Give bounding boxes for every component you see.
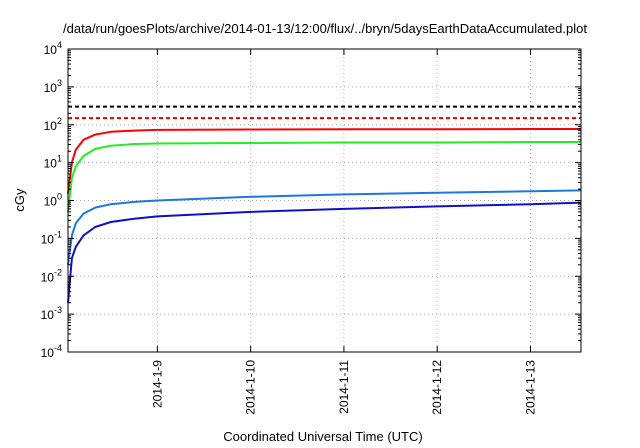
series-lines	[67, 128, 582, 303]
x-axis-ticks: 2014-1-9 2014-1-10 2014-1-11 2014-1-12 2014-…	[150, 49, 537, 415]
y-tick-exponent: -3	[54, 305, 62, 315]
y-tick-label: 10-3	[41, 305, 62, 322]
y-tick-label: 10-2	[41, 267, 62, 284]
x-tick-label: 2014-1-9	[150, 360, 164, 408]
y-tick-exponent: 0	[57, 192, 62, 202]
series-line	[67, 141, 581, 213]
y-tick-base: 10	[41, 232, 55, 246]
y-tick-base: 10	[44, 157, 58, 171]
y-tick-base: 10	[41, 270, 55, 284]
y-tick-exponent: 4	[57, 40, 62, 50]
y-tick-label: 103	[44, 78, 62, 95]
y-tick-base: 10	[44, 119, 58, 133]
y-tick-exponent: 1	[57, 154, 62, 164]
y-tick-label: 104	[44, 40, 62, 57]
y-tick-exponent: -2	[54, 267, 62, 277]
y-tick-label: 101	[44, 154, 62, 171]
y-tick-base: 10	[41, 346, 55, 360]
y-tick-label: 10-1	[41, 229, 62, 246]
series-line	[67, 201, 582, 303]
x-tick-label: 2014-1-11	[337, 360, 351, 414]
x-axis-label: Coordinated Universal Time (UTC)	[223, 429, 422, 444]
series-line	[67, 189, 582, 265]
y-tick-base: 10	[44, 43, 58, 57]
y-tick-exponent: 2	[57, 116, 62, 126]
x-tick-label: 2014-1-12	[430, 360, 444, 415]
threshold-lines	[68, 105, 581, 120]
grid	[68, 48, 581, 353]
y-tick-exponent: -1	[54, 229, 62, 239]
x-tick-label: 2014-1-10	[244, 360, 258, 415]
y-tick-exponent: 3	[57, 78, 62, 88]
chart-title: /data/run/goesPlots/archive/2014-01-13/1…	[63, 21, 587, 36]
y-tick-base: 10	[44, 195, 58, 209]
series-line	[67, 128, 581, 194]
y-axis-label: cGy	[12, 188, 27, 212]
x-tick-label: 2014-1-13	[523, 360, 537, 415]
y-tick-base: 10	[44, 81, 58, 95]
y-tick-label: 100	[44, 192, 62, 209]
y-tick-base: 10	[41, 308, 55, 322]
y-tick-exponent: -4	[54, 343, 62, 353]
y-tick-label: 102	[44, 116, 62, 133]
y-tick-label: 10-4	[41, 343, 62, 360]
